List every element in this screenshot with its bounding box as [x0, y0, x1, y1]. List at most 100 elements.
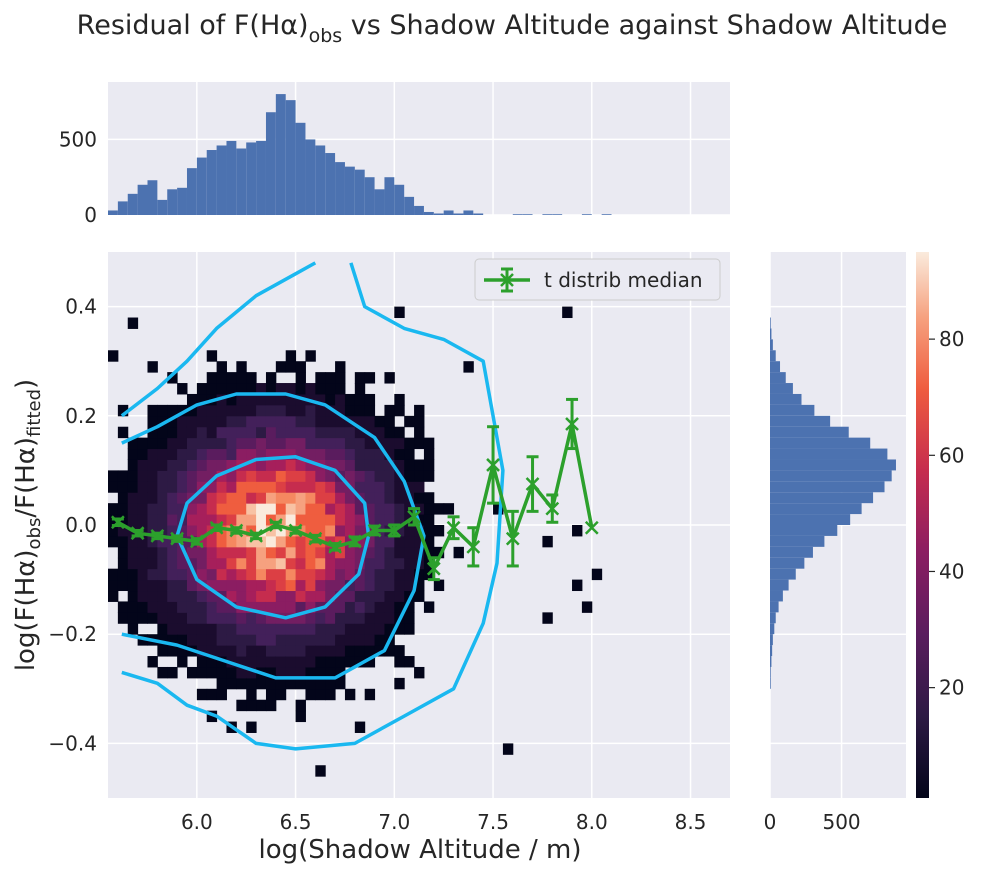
- heatmap-cell: [275, 459, 287, 471]
- heatmap-cell: [354, 470, 366, 482]
- heatmap-cell: [384, 514, 395, 526]
- heatmap-cell: [216, 361, 227, 373]
- y-marginal-bar: [770, 568, 796, 580]
- heatmap-cell: [374, 645, 385, 657]
- heatmap-cell: [177, 546, 188, 559]
- heatmap-cell: [344, 546, 356, 559]
- heatmap-cell: [295, 623, 306, 635]
- heatmap-cell: [315, 426, 326, 439]
- median-point: [308, 531, 323, 546]
- median-series: [110, 397, 599, 582]
- heatmap-cell: [404, 525, 415, 537]
- heatmap-cell: [285, 514, 297, 526]
- heatmap-cell: [127, 623, 139, 635]
- heatmap-cell: [305, 634, 316, 646]
- heatmap-cell: [295, 656, 306, 668]
- heatmap-cell: [226, 579, 237, 592]
- heatmap-cell: [285, 470, 297, 482]
- heatmap-cell: [167, 634, 178, 646]
- heatmap-cell: [206, 710, 218, 723]
- heatmap-cell: [108, 568, 119, 581]
- heatmap-cell: [206, 514, 218, 526]
- heatmap-cell: [177, 426, 188, 439]
- heatmap-cell: [157, 568, 168, 581]
- heatmap-cell: [295, 383, 306, 395]
- heatmap-cell: [186, 503, 198, 515]
- heatmap-cell: [275, 666, 287, 679]
- heatmap-cell: [295, 677, 306, 690]
- heatmap-cell: [186, 470, 198, 482]
- y-marginal-bar: [770, 492, 874, 504]
- heatmap-cell: [335, 623, 346, 635]
- heatmap-cell: [246, 612, 257, 624]
- heatmap-cell: [315, 393, 326, 406]
- heatmap-cell: [216, 612, 227, 624]
- heatmap-cell: [394, 623, 405, 635]
- heatmap-cell: [404, 448, 415, 460]
- heatmap-cell: [315, 481, 326, 493]
- heatmap-cell: [196, 557, 208, 570]
- median-point: [407, 509, 421, 524]
- heatmap-cell: [108, 470, 119, 482]
- y-marginal-bar: [770, 437, 871, 449]
- y-tick-label: −0.4: [48, 731, 97, 755]
- heatmap-cell: [226, 415, 237, 428]
- heatmap-cell: [265, 481, 277, 493]
- heatmap-cell: [591, 568, 603, 581]
- x-tick-label: 8.0: [576, 810, 608, 834]
- median-point: [525, 477, 540, 491]
- heatmap-cell: [325, 503, 336, 515]
- heatmap-cell: [374, 426, 385, 439]
- x-marginal-bar: [206, 150, 217, 215]
- heatmap-cell: [364, 557, 376, 570]
- heatmap-cell: [275, 634, 287, 646]
- median-point: [170, 531, 184, 546]
- heatmap-cell: [581, 601, 593, 613]
- heatmap-cell: [177, 579, 188, 592]
- heatmap-cell: [295, 645, 306, 657]
- colorbar-gradient: [916, 252, 929, 798]
- heatmap-cell: [384, 645, 395, 657]
- heatmap-cell: [167, 623, 178, 635]
- heatmap-cell: [236, 623, 247, 635]
- x-marginal-bar: [186, 168, 197, 215]
- y-marginal-tick-label: 0: [764, 810, 777, 834]
- heatmap-cell: [216, 557, 227, 570]
- heatmap-cell: [265, 568, 277, 581]
- heatmap-cell: [354, 535, 366, 548]
- heatmap-cell: [147, 426, 158, 439]
- heatmap-cell: [127, 579, 139, 592]
- heatmap-cell: [335, 568, 346, 581]
- colorbar-tick-label: 20: [939, 676, 964, 700]
- heatmap-cell: [335, 601, 346, 613]
- heatmap-cell: [275, 448, 287, 460]
- heatmap-cell: [295, 535, 306, 548]
- heatmap-cell: [265, 503, 277, 515]
- y-marginal-bar: [770, 339, 773, 351]
- heatmap-cell: [572, 525, 583, 537]
- heatmap-cell: [295, 415, 306, 428]
- x-marginal-bar: [552, 214, 563, 215]
- heatmap-cell: [354, 404, 366, 417]
- heatmap-cell: [137, 612, 148, 624]
- heatmap-cell: [354, 514, 366, 526]
- heatmap-cell: [335, 393, 346, 406]
- heatmap-cell: [315, 765, 326, 777]
- median-point: [130, 526, 145, 541]
- heatmap-cell: [137, 481, 148, 493]
- median-point: [466, 539, 481, 554]
- heatmap-cell: [256, 393, 267, 406]
- heatmap-cell: [315, 557, 326, 570]
- heatmap-cell: [226, 503, 237, 515]
- heatmap-cell: [206, 623, 218, 635]
- heatmap-cell: [147, 470, 158, 482]
- heatmap-cell: [147, 579, 158, 592]
- x-marginal-bar: [443, 210, 454, 215]
- heatmap-cell: [414, 470, 425, 482]
- x-marginal-tick-labels: 0 500: [59, 127, 97, 227]
- heatmap-cell: [256, 404, 267, 417]
- heatmap-cell: [226, 492, 237, 504]
- heatmap-cell: [275, 656, 287, 668]
- heatmap-cell: [265, 492, 277, 504]
- heatmap-cell: [325, 579, 336, 592]
